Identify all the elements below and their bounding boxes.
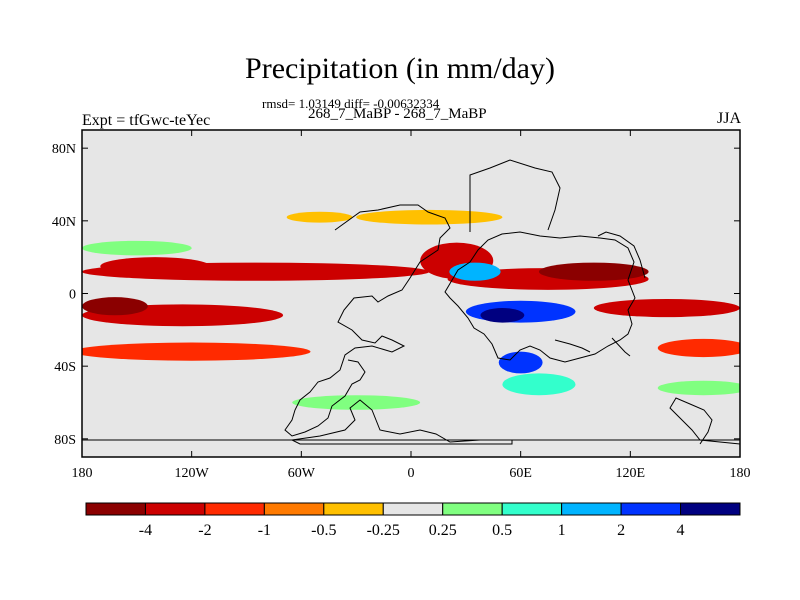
colorbar-box <box>382 502 444 516</box>
x-tick-label: 60W <box>288 466 316 481</box>
colorbar-label: -2 <box>198 522 211 539</box>
colorbar-label: -0.25 <box>367 522 400 539</box>
precip-anomaly-3 <box>82 297 148 316</box>
precip-anomaly-16 <box>502 373 576 396</box>
colorbar-label: 4 <box>677 522 685 539</box>
x-tick-label: 0 <box>408 466 415 481</box>
y-tick-label: 80S <box>54 433 76 448</box>
x-tick-label: 180 <box>72 466 93 481</box>
precip-anomaly-15 <box>498 351 543 374</box>
coastline-east-peninsula <box>597 231 646 279</box>
x-tick-label: 120E <box>616 466 646 481</box>
colorbar-label: -0.5 <box>311 522 336 539</box>
colorbar-label: 2 <box>617 522 625 539</box>
season-label: JJA <box>717 110 742 127</box>
precip-anomaly-1 <box>100 257 210 276</box>
y-tick-label: 0 <box>69 288 76 303</box>
coastline-west-continent <box>284 204 451 437</box>
precip-anomaly-19 <box>82 240 192 256</box>
coastline-north-arm <box>469 159 561 232</box>
colorbar-box <box>323 502 384 516</box>
experiment-label: Expt = tfGwc-teYec <box>82 112 211 129</box>
precip-anomaly-9 <box>538 262 649 281</box>
colorbar-box <box>85 502 146 516</box>
chart-title: Precipitation (in mm/day) <box>245 52 555 85</box>
precip-anomaly-5 <box>286 211 353 223</box>
colorbar-box <box>144 502 206 516</box>
precip-anomaly-4 <box>82 342 311 361</box>
y-tick-label: 40S <box>54 360 76 375</box>
colorbar-label: 1 <box>558 522 566 539</box>
chart-subtitle: 268_7_MaBP - 268_7_MaBP <box>308 106 487 122</box>
x-tick-label: 120W <box>175 466 210 481</box>
y-tick-label: 40N <box>52 215 76 230</box>
colorbar-box <box>263 502 325 516</box>
colorbar-label: 0.5 <box>492 522 512 539</box>
y-tick-label: 80N <box>52 142 76 157</box>
x-tick-label: 180 <box>730 466 751 481</box>
contour-layer <box>82 209 740 410</box>
precip-anomaly-6 <box>356 209 503 225</box>
colorbar-label: -4 <box>139 522 152 539</box>
coastline-layer <box>82 159 740 445</box>
colorbar-label: 0.25 <box>429 522 457 539</box>
coastline-south-landmass <box>290 399 513 445</box>
colorbar-box <box>620 502 682 516</box>
colorbar: -4 -2 -1 -0.5 -0.25 0.25 0.5 1 2 4 <box>85 502 741 539</box>
map-background <box>82 130 740 457</box>
colorbar-box <box>680 502 741 516</box>
coastline-southeast <box>669 397 740 445</box>
stats-line: rmsd= 1.03149 diff= -0.00632334 <box>262 96 440 111</box>
y-axis: 80N 40N 0 40S 80S <box>52 142 740 448</box>
precip-anomaly-11 <box>657 338 740 358</box>
colorbar-box <box>442 502 503 516</box>
x-tick-label: 60E <box>509 466 532 481</box>
precip-anomaly-14 <box>480 308 525 323</box>
coastline-east-continent <box>444 231 636 363</box>
precip-anomaly-10 <box>593 298 740 318</box>
precip-anomaly-18 <box>657 380 740 396</box>
colorbar-box <box>204 502 265 516</box>
colorbar-label: -1 <box>258 522 271 539</box>
coastline-south-islands <box>554 337 631 357</box>
x-axis: 180 120W 60W 0 60E 120E 180 <box>72 130 751 481</box>
colorbar-box <box>561 502 622 516</box>
colorbar-box <box>501 502 563 516</box>
